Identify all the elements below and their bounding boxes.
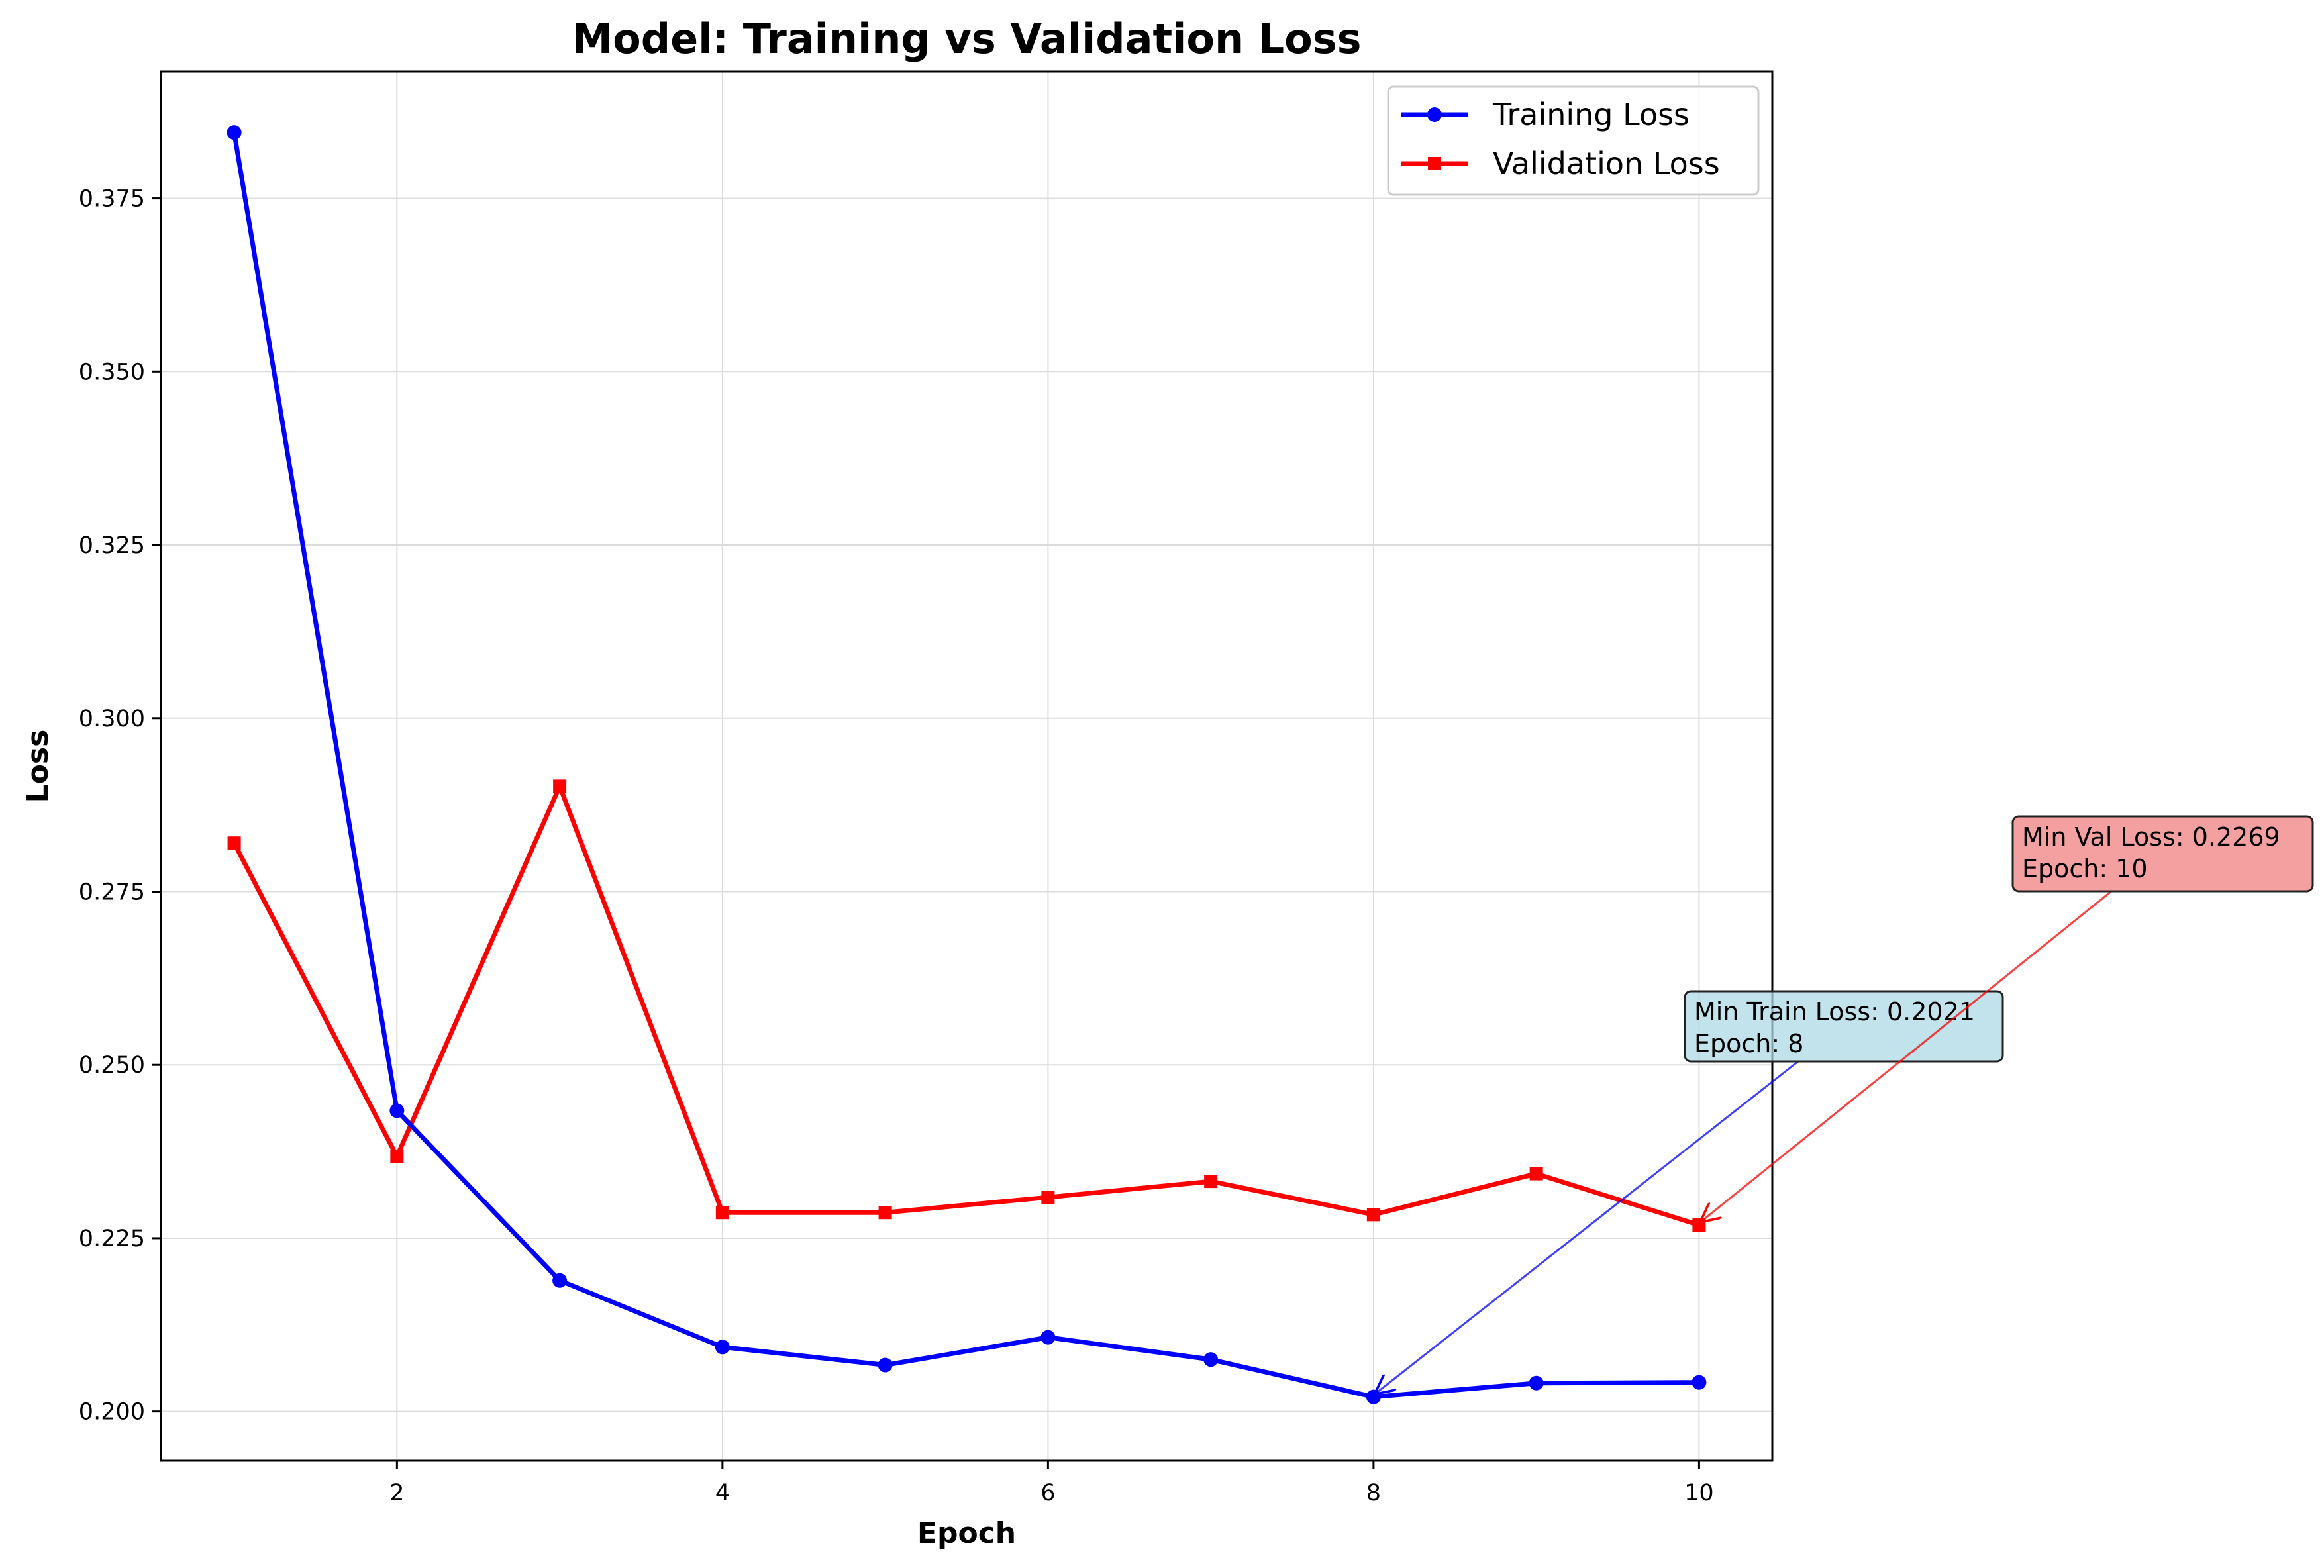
annotation-arrow	[1376, 1060, 1799, 1393]
training-loss-point	[1692, 1375, 1707, 1390]
validation-loss-point	[390, 1150, 404, 1163]
x-tick-label: 4	[715, 1480, 730, 1506]
training-loss-point	[389, 1103, 405, 1118]
x-axis-label: Epoch	[917, 1516, 1016, 1550]
training-loss-point	[1529, 1375, 1544, 1391]
annotation-text: Epoch: 8	[1694, 1029, 1803, 1058]
training-loss-point	[1203, 1352, 1219, 1367]
annotation-text: Epoch: 10	[2022, 854, 2148, 883]
series-layer	[227, 125, 1707, 1404]
legend-label-validation-loss: Validation Loss	[1493, 146, 1720, 181]
annotation-box	[2011, 815, 2314, 893]
legend-label-training-loss: Training Loss	[1492, 97, 1690, 132]
annotations: Min Train Loss: 0.2021 Epoch: 8 Min Val Lo…	[1376, 815, 2314, 1393]
legend-box	[1387, 85, 1760, 196]
chart-title: Model: Training vs Validation Loss	[572, 15, 1361, 63]
training-loss-point	[552, 1273, 568, 1288]
y-tick-label: 0.325	[79, 532, 145, 559]
plot-frame	[160, 70, 1774, 1462]
legend-marker-validation-loss	[1428, 157, 1441, 170]
annotation-text: Min Val Loss: 0.2269	[2022, 822, 2280, 852]
annotation-text: Min Train Loss: 0.2021	[1694, 997, 1975, 1026]
validation-loss-point	[1204, 1175, 1218, 1189]
validation-loss-point	[715, 1206, 729, 1220]
y-tick-label: 0.250	[79, 1052, 145, 1079]
y-tick-label: 0.275	[79, 879, 145, 905]
y-tick-label: 0.300	[79, 706, 145, 732]
validation-loss-point	[1366, 1208, 1380, 1222]
grid	[161, 72, 1772, 1461]
training-loss-point	[227, 125, 242, 140]
legend: Training Loss Validation Loss	[1387, 85, 1760, 196]
validation-loss-point	[1041, 1191, 1055, 1204]
x-tick-label: 10	[1684, 1480, 1714, 1506]
validation-loss-point	[878, 1206, 892, 1220]
y-tick-label: 0.225	[79, 1226, 145, 1252]
training-loss-line	[232, 132, 1699, 1400]
training-loss-point	[878, 1357, 893, 1373]
ticks: 2 4 6 8 10 0.200 0.225 0.250 0.275 0.300 0.325 0.35…	[79, 186, 1714, 1506]
validation-loss-point	[1529, 1167, 1543, 1181]
y-axis-label: Loss	[21, 730, 55, 803]
y-tick-label: 0.375	[79, 186, 145, 213]
x-tick-label: 6	[1040, 1480, 1055, 1506]
training-loss-point	[715, 1340, 730, 1355]
validation-loss-point	[227, 836, 241, 850]
training-loss-point	[1040, 1330, 1056, 1345]
y-tick-label: 0.350	[79, 359, 145, 385]
legend-marker-training-loss	[1427, 107, 1442, 122]
validation-loss-point	[553, 779, 567, 793]
x-tick-label: 8	[1366, 1480, 1381, 1506]
y-tick-label: 0.200	[79, 1399, 145, 1426]
x-tick-label: 2	[389, 1480, 404, 1506]
annotation-arrow	[1701, 890, 2112, 1221]
validation-loss-line	[232, 783, 1700, 1228]
